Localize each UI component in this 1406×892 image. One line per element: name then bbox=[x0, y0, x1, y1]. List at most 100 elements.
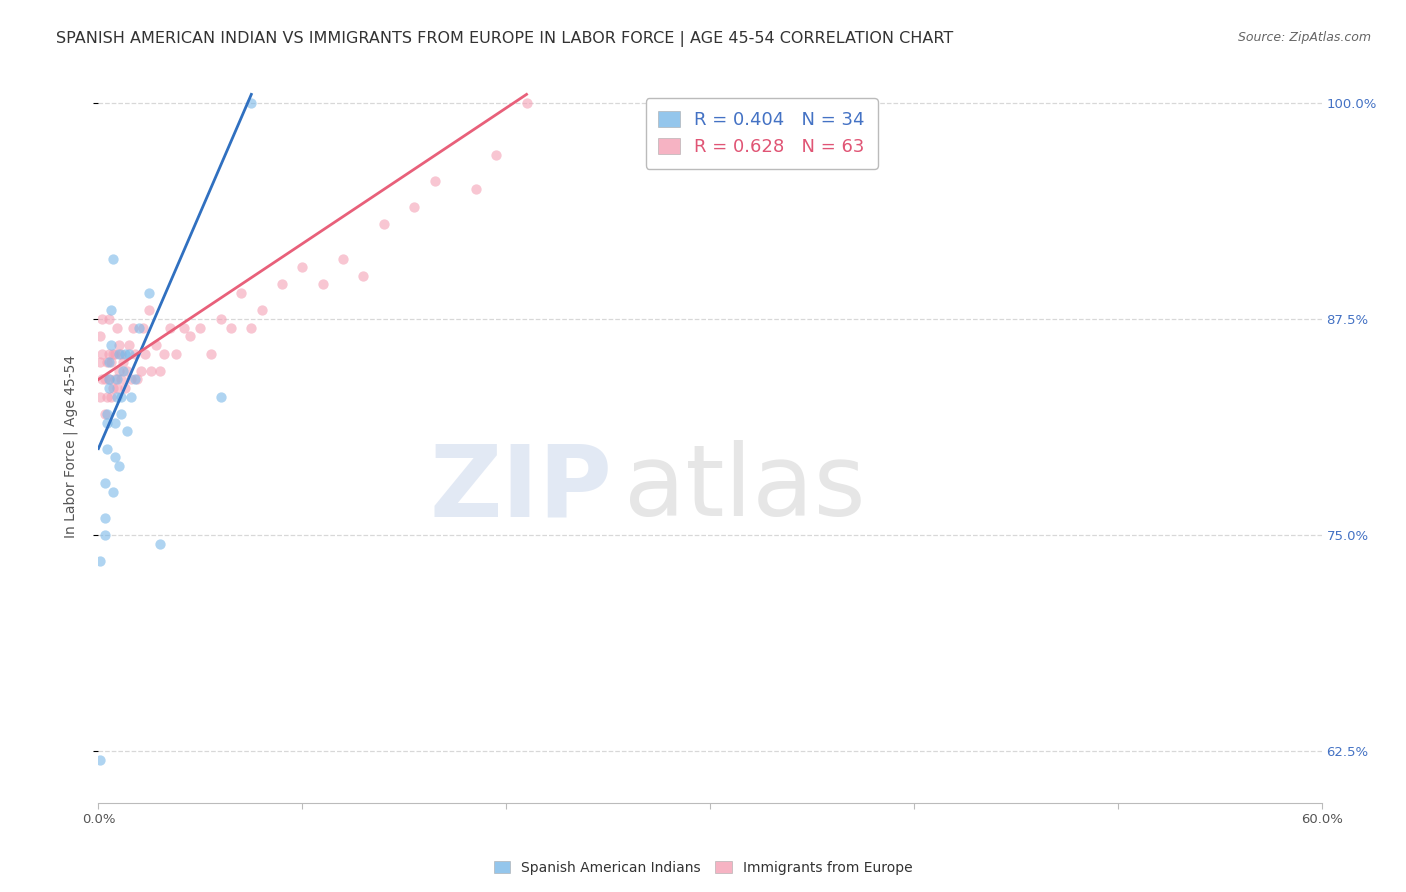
Point bbox=[93, 510, 115, 524]
Point bbox=[100, 355, 122, 369]
Point bbox=[114, 346, 136, 360]
Text: SPANISH AMERICAN INDIAN VS IMMIGRANTS FROM EUROPE IN LABOR FORCE | AGE 45-54 COR: SPANISH AMERICAN INDIAN VS IMMIGRANTS FR… bbox=[56, 31, 953, 47]
Point bbox=[120, 372, 142, 386]
Point bbox=[312, 277, 335, 292]
Point bbox=[240, 95, 263, 110]
Point bbox=[108, 458, 131, 473]
Point bbox=[149, 536, 172, 550]
Point bbox=[93, 528, 115, 542]
Point bbox=[104, 346, 127, 360]
Point bbox=[110, 346, 132, 360]
Point bbox=[352, 268, 374, 283]
Point bbox=[250, 303, 273, 318]
Point bbox=[97, 372, 120, 386]
Point bbox=[152, 346, 174, 360]
Point bbox=[141, 364, 163, 378]
Point bbox=[209, 312, 232, 326]
Point bbox=[89, 355, 111, 369]
Y-axis label: In Labor Force | Age 45-54: In Labor Force | Age 45-54 bbox=[63, 354, 77, 538]
Point bbox=[118, 338, 141, 352]
Legend: R = 0.404   N = 34, R = 0.628   N = 63: R = 0.404 N = 34, R = 0.628 N = 63 bbox=[645, 98, 877, 169]
Point bbox=[209, 390, 232, 404]
Point bbox=[373, 217, 395, 231]
Point bbox=[101, 381, 124, 395]
Point bbox=[165, 346, 187, 360]
Point bbox=[111, 364, 134, 378]
Point bbox=[100, 303, 122, 318]
Point bbox=[105, 381, 128, 395]
Point bbox=[231, 286, 253, 301]
Point bbox=[101, 252, 124, 266]
Point bbox=[101, 484, 124, 499]
Point bbox=[173, 320, 195, 334]
Point bbox=[120, 390, 142, 404]
Point bbox=[101, 346, 124, 360]
Point bbox=[188, 320, 212, 334]
Point bbox=[145, 338, 167, 352]
Text: atlas: atlas bbox=[624, 441, 866, 537]
Point bbox=[105, 320, 128, 334]
Text: Source: ZipAtlas.com: Source: ZipAtlas.com bbox=[1237, 31, 1371, 45]
Point bbox=[96, 416, 118, 430]
Point bbox=[134, 346, 156, 360]
Point bbox=[219, 320, 242, 334]
Point bbox=[97, 381, 120, 395]
Point bbox=[332, 252, 354, 266]
Point bbox=[291, 260, 314, 275]
Point bbox=[485, 148, 508, 162]
Point bbox=[96, 407, 118, 421]
Point bbox=[97, 312, 120, 326]
Point bbox=[124, 346, 146, 360]
Point bbox=[464, 182, 486, 196]
Point bbox=[110, 390, 132, 404]
Point bbox=[89, 753, 111, 767]
Point bbox=[122, 320, 145, 334]
Point bbox=[89, 329, 111, 343]
Text: ZIP: ZIP bbox=[429, 441, 612, 537]
Point bbox=[96, 442, 118, 456]
Point bbox=[91, 346, 114, 360]
Point bbox=[129, 364, 152, 378]
Point bbox=[200, 346, 222, 360]
Point bbox=[132, 320, 155, 334]
Point bbox=[105, 390, 128, 404]
Point bbox=[104, 372, 127, 386]
Point bbox=[104, 416, 127, 430]
Point bbox=[97, 355, 120, 369]
Point bbox=[138, 303, 160, 318]
Point bbox=[270, 277, 294, 292]
Point bbox=[114, 381, 136, 395]
Point bbox=[110, 407, 132, 421]
Point bbox=[516, 95, 538, 110]
Point bbox=[108, 364, 131, 378]
Point bbox=[404, 200, 426, 214]
Point bbox=[100, 390, 122, 404]
Point bbox=[149, 364, 172, 378]
Point bbox=[96, 390, 118, 404]
Point bbox=[111, 355, 134, 369]
Point bbox=[100, 338, 122, 352]
Point bbox=[97, 372, 120, 386]
Legend: Spanish American Indians, Immigrants from Europe: Spanish American Indians, Immigrants fro… bbox=[488, 855, 918, 880]
Point bbox=[127, 372, 149, 386]
Point bbox=[124, 372, 146, 386]
Point bbox=[115, 425, 138, 439]
Point bbox=[93, 476, 115, 491]
Point bbox=[104, 450, 127, 465]
Point bbox=[93, 407, 115, 421]
Point bbox=[423, 174, 446, 188]
Point bbox=[108, 346, 131, 360]
Point bbox=[89, 390, 111, 404]
Point bbox=[159, 320, 181, 334]
Point bbox=[110, 372, 132, 386]
Point bbox=[108, 338, 131, 352]
Point bbox=[138, 286, 160, 301]
Point bbox=[97, 346, 120, 360]
Point bbox=[93, 372, 115, 386]
Point bbox=[240, 320, 263, 334]
Point bbox=[91, 312, 114, 326]
Point bbox=[118, 346, 141, 360]
Point bbox=[91, 372, 114, 386]
Point bbox=[105, 372, 128, 386]
Point bbox=[115, 364, 138, 378]
